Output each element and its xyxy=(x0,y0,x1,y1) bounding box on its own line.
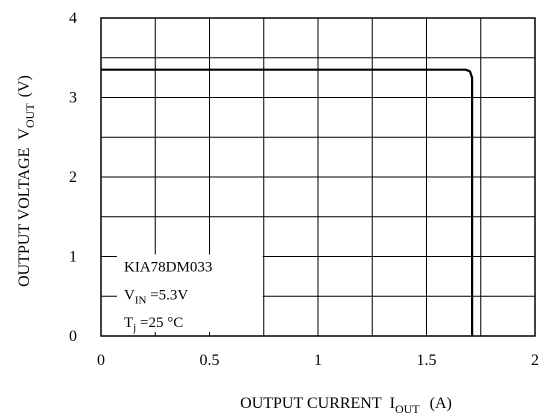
annotation-box xyxy=(117,254,263,332)
series-layer xyxy=(101,68,474,336)
y-tick-label: 3 xyxy=(69,90,77,107)
y-tick-label: 2 xyxy=(69,169,77,186)
x-axis-label: OUTPUT CURRENT IOUT (A) xyxy=(240,395,452,414)
x-tick-label: 0.5 xyxy=(200,352,220,369)
annotation: KIA78DM033 VIN =5.3V Tj =25 °C xyxy=(124,259,212,334)
x-tick-label: 1 xyxy=(314,352,322,369)
y-tick-label: 1 xyxy=(69,249,77,266)
series-line xyxy=(101,68,474,336)
annotation-temp: Tj =25 °C xyxy=(124,315,183,334)
plot-frame xyxy=(100,17,536,337)
y-tick-label: 4 xyxy=(69,10,77,27)
annotation-device: KIA78DM033 xyxy=(124,259,212,275)
grid xyxy=(101,18,535,336)
x-tick-label: 1.5 xyxy=(417,352,437,369)
tick-labels: 0 0.5 1 1.5 2 0 1 2 3 4 xyxy=(69,10,539,369)
y-tick-label: 0 xyxy=(69,328,77,345)
annotation-vin: VIN =5.3V xyxy=(124,287,188,306)
x-tick-label: 0 xyxy=(97,352,105,369)
y-axis-label: OUTPUT VOLTAGEVOUT(V) xyxy=(16,75,37,287)
x-tick-label: 2 xyxy=(531,352,539,369)
